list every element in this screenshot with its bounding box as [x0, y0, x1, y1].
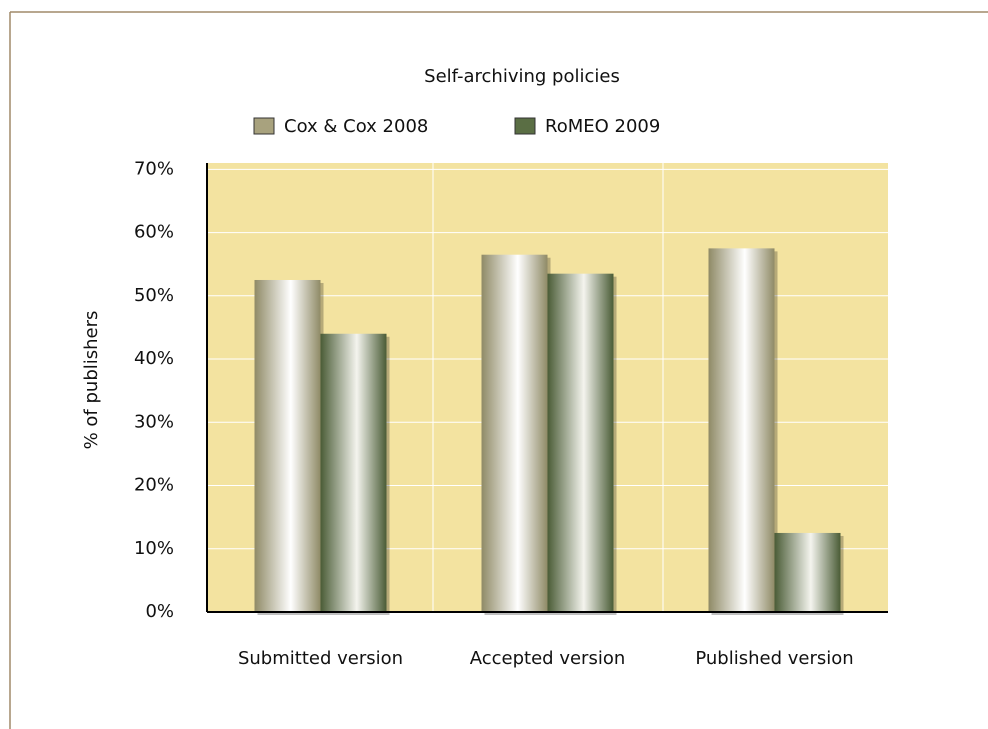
bar: [481, 254, 548, 612]
y-tick-label: 50%: [134, 285, 174, 306]
y-tick-label: 20%: [134, 475, 174, 496]
legend-label: Cox & Cox 2008: [284, 116, 428, 137]
bar: [254, 279, 321, 612]
x-tick-label: Published version: [695, 648, 853, 669]
bar: [774, 532, 841, 612]
x-tick-label: Accepted version: [470, 648, 626, 669]
y-tick-label: 40%: [134, 348, 174, 369]
bar: [320, 333, 387, 612]
y-tick-label: 10%: [134, 538, 174, 559]
bar: [547, 273, 614, 612]
bar: [708, 248, 775, 613]
y-tick-label: 30%: [134, 411, 174, 432]
legend-swatch: [514, 117, 536, 135]
chart-title: Self-archiving policies: [424, 66, 620, 87]
y-axis-label: % of publishers: [81, 311, 102, 450]
legend-swatch: [253, 117, 275, 135]
x-tick-label: Submitted version: [238, 648, 403, 669]
legend-label: RoMEO 2009: [545, 116, 660, 137]
y-tick-label: 0%: [145, 601, 174, 622]
y-tick-label: 70%: [134, 158, 174, 179]
y-tick-label: 60%: [134, 222, 174, 243]
